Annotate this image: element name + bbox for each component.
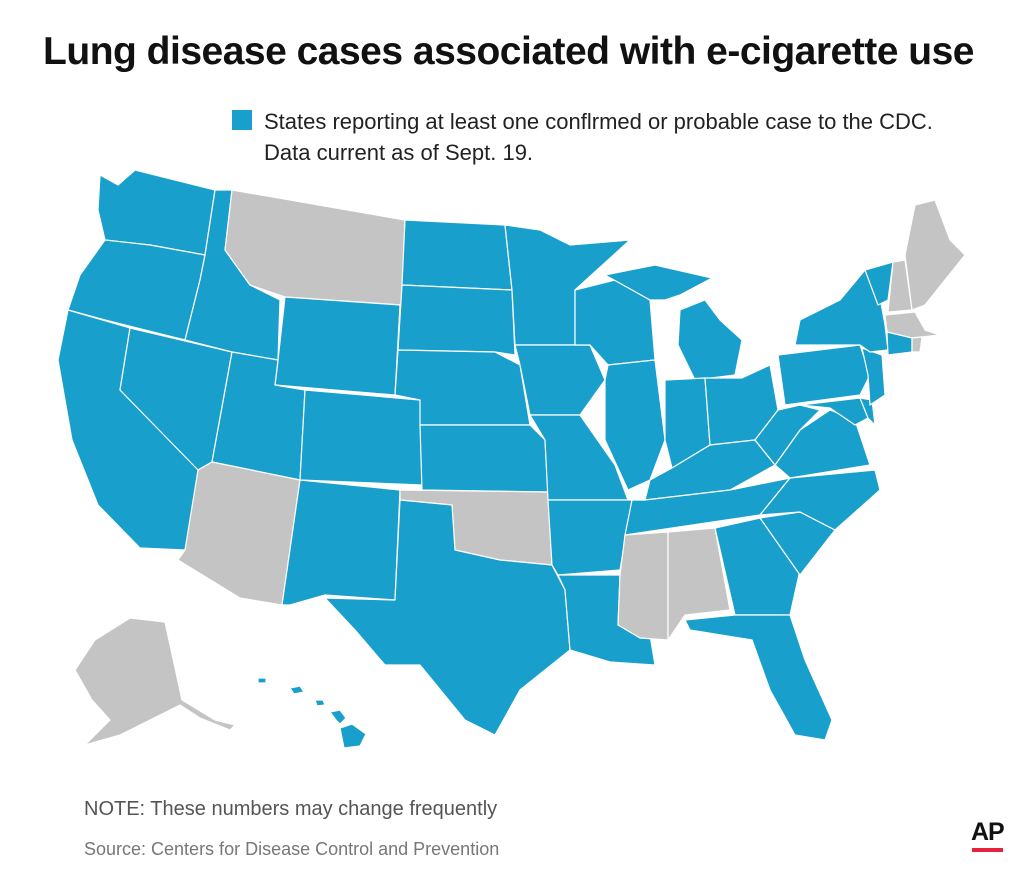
- state-ME: [904, 199, 966, 311]
- state-WV: [754, 404, 821, 466]
- state-MI: [604, 264, 743, 381]
- state-FL: [684, 614, 833, 741]
- state-RI: [911, 336, 923, 353]
- legend-line-2: Data current as of Sept. 19.: [264, 140, 534, 165]
- state-MS: [617, 531, 669, 641]
- state-GA: [714, 517, 801, 616]
- state-KS: [419, 424, 549, 493]
- legend-swatch: [232, 110, 252, 130]
- state-MD: [799, 397, 869, 426]
- state-CO: [299, 389, 423, 486]
- state-NM: [281, 479, 401, 606]
- state-IL: [604, 359, 666, 491]
- map-title: Lung disease cases associated with e-cig…: [43, 30, 974, 73]
- legend-line-1: States reporting at least one conflrmed …: [264, 109, 933, 134]
- legend-text: States reporting at least one conflrmed …: [264, 106, 933, 168]
- source: Source: Centers for Disease Control and …: [84, 839, 500, 859]
- state-WY: [274, 296, 401, 396]
- note: NOTE: These numbers may change frequentl…: [84, 798, 498, 820]
- state-AR: [547, 499, 633, 576]
- state-IA: [514, 344, 606, 416]
- state-AL: [667, 527, 731, 641]
- state-PA: [777, 344, 871, 406]
- state-AK: [74, 617, 236, 746]
- state-HI: [257, 677, 367, 749]
- state-ND: [401, 219, 513, 291]
- state-TX: [324, 499, 571, 736]
- ap-logo-underline: [972, 848, 1003, 852]
- state-VT: [864, 261, 894, 306]
- state-SD: [397, 284, 516, 356]
- ap-logo: AP: [971, 818, 1005, 846]
- state-AZ: [177, 461, 301, 606]
- state-NJ: [861, 347, 886, 406]
